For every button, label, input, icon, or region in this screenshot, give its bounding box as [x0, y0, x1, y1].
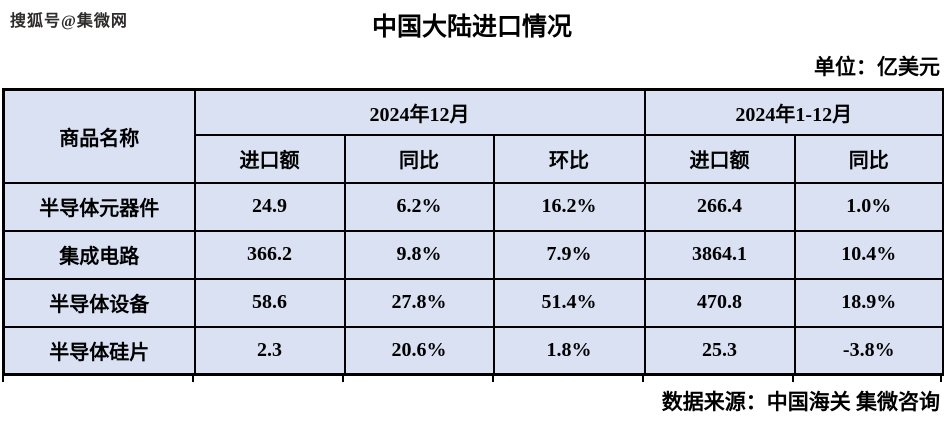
table-cell: 366.2 — [193, 229, 346, 280]
stub-gridline — [2, 375, 4, 382]
table-row-semiconductor-components: 半导体元器件 24.9 6.2% 16.2% 266.4 1.0% — [2, 181, 944, 232]
table-row-semiconductor-wafers: 半导体硅片 2.3 20.6% 1.8% 25.3 -3.8% — [2, 325, 944, 376]
table-cell: 10.4% — [793, 229, 944, 280]
table-header-sub-row: 进口额 同比 环比 进口额 同比 — [4, 133, 944, 184]
table-cell: 2.3 — [193, 325, 346, 376]
stub-gridline — [940, 375, 942, 382]
data-source-label: 数据来源：中国海关 集微咨询 — [661, 390, 940, 414]
table-header-group-dec-2024: 2024年12月 — [193, 88, 646, 136]
table-cell: 24.9 — [193, 181, 346, 232]
table-row-integrated-circuits: 集成电路 366.2 9.8% 7.9% 3864.1 10.4% — [2, 229, 944, 280]
table-cell: 18.9% — [793, 277, 944, 328]
page-title: 中国大陆进口情况 — [371, 14, 572, 41]
import-data-table: 商品名称 2024年12月 2024年1-12月 进口额 同比 环比 进口额 同… — [2, 88, 944, 376]
table-row-semiconductor-equipment: 半导体设备 58.6 27.8% 51.4% 470.8 18.9% — [2, 277, 944, 328]
stub-gridline — [792, 375, 794, 382]
table-header-product-name: 商品名称 — [2, 88, 196, 184]
sohu-watermark: 搜狐号@集微网 — [10, 13, 128, 30]
table-cell: 58.6 — [193, 277, 346, 328]
table-cell: 470.8 — [643, 277, 796, 328]
table-header-year-import-value: 进口额 — [643, 133, 796, 184]
table-cell: 1.8% — [492, 325, 646, 376]
table-cell: 25.3 — [643, 325, 796, 376]
unit-label: 单位：亿美元 — [814, 55, 940, 79]
table-cell: 16.2% — [492, 181, 646, 232]
table-cell: 27.8% — [343, 277, 495, 328]
stub-gridline — [192, 375, 194, 382]
stub-gridline — [642, 375, 644, 382]
stub-gridline — [342, 375, 344, 382]
table-cell: 6.2% — [343, 181, 495, 232]
table-cell: 20.6% — [343, 325, 495, 376]
row-name-cell: 半导体元器件 — [2, 181, 196, 232]
table-cell: 266.4 — [643, 181, 796, 232]
table-cell: 1.0% — [793, 181, 944, 232]
table-header-dec-import-value: 进口额 — [193, 133, 346, 184]
table-cell: 3864.1 — [643, 229, 796, 280]
table-cell: -3.8% — [793, 325, 944, 376]
table-cell: 9.8% — [343, 229, 495, 280]
cropped-next-row-stub — [2, 375, 942, 382]
table-header-group-row: 商品名称 2024年12月 2024年1-12月 — [2, 88, 944, 184]
table-header-dec-mom: 环比 — [492, 133, 646, 184]
row-name-cell: 半导体设备 — [2, 277, 196, 328]
table-header-group-full-year-2024: 2024年1-12月 — [643, 88, 944, 136]
table-header-year-yoy: 同比 — [793, 133, 944, 184]
table-header-dec-yoy: 同比 — [343, 133, 495, 184]
table-cell: 51.4% — [492, 277, 646, 328]
row-name-cell: 半导体硅片 — [2, 325, 196, 376]
stub-gridline — [492, 375, 494, 382]
table-cell: 7.9% — [492, 229, 646, 280]
row-name-cell: 集成电路 — [2, 229, 196, 280]
